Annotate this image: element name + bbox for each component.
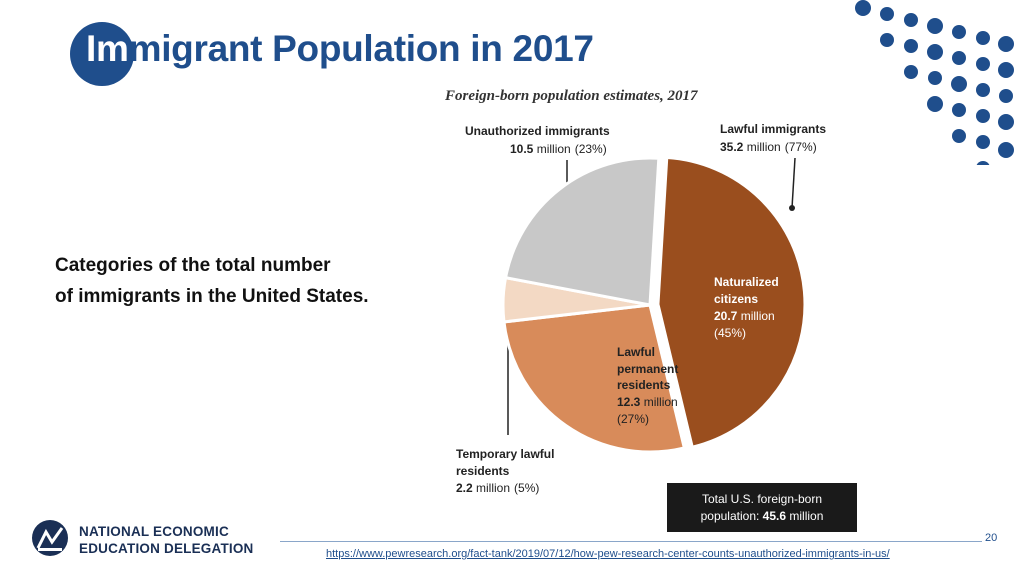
- total-label-line-1: Total U.S. foreign-born: [702, 492, 822, 506]
- title-accent-circle: [70, 22, 134, 86]
- decor-dot: [976, 57, 990, 71]
- decor-dot: [976, 135, 990, 149]
- logo-text: NATIONAL ECONOMIC EDUCATION DELEGATION: [79, 523, 254, 557]
- label-temporary: Temporary lawful residents 2.2 million (5…: [456, 447, 558, 495]
- decorative-dots: [855, 0, 1014, 165]
- decor-dot: [904, 65, 918, 79]
- group-value-unauthorized: 10.5 million (23%): [510, 142, 607, 156]
- logo-line-1: NATIONAL ECONOMIC: [79, 524, 229, 539]
- decor-dot: [998, 62, 1014, 78]
- decor-dot: [880, 7, 894, 21]
- label-naturalized: Naturalized citizens 20.7 million (45%): [714, 275, 782, 340]
- decor-dot: [880, 33, 894, 47]
- label-permanent: Lawful permanent residents 12.3 million …: [617, 345, 682, 426]
- pie-slice-permanent: [502, 303, 687, 454]
- slide-subtitle: Categories of the total number of immigr…: [55, 250, 435, 312]
- decor-dot: [976, 31, 990, 45]
- decor-dot: [904, 13, 918, 27]
- decor-dot: [998, 36, 1014, 52]
- decor-dot: [927, 96, 943, 112]
- decor-dot: [952, 129, 966, 143]
- decor-dot: [976, 109, 990, 123]
- decor-dot: [928, 71, 942, 85]
- decor-dot: [952, 51, 966, 65]
- pie-chart: Foreign-born population estimates, 2017 …: [444, 88, 857, 532]
- nee-logo-icon: [32, 520, 68, 556]
- decor-dot: [951, 76, 967, 92]
- decor-dot: [927, 44, 943, 60]
- group-label-lawful: Lawful immigrants: [720, 122, 826, 136]
- subtitle-line-1: Categories of the total number: [55, 255, 331, 276]
- decor-dot: [904, 39, 918, 53]
- footer-divider: [280, 541, 982, 542]
- leader-dot-lawful: [789, 205, 795, 211]
- decor-dot: [952, 25, 966, 39]
- decor-dot: [976, 83, 990, 97]
- total-label-line-2: population: 45.6 million: [701, 509, 824, 523]
- subtitle-line-2: of immigrants in the United States.: [55, 286, 369, 307]
- title-rest: migrant Population in 2017: [128, 28, 594, 69]
- chart-title: Foreign-born population estimates, 2017: [444, 88, 698, 104]
- decor-dot: [998, 114, 1014, 130]
- leader-line-lawful: [791, 157, 796, 209]
- decor-dot: [999, 89, 1013, 103]
- decor-dot: [927, 18, 943, 34]
- total-box: [667, 483, 857, 532]
- page-number: 20: [985, 532, 998, 544]
- decor-dot: [855, 0, 871, 16]
- pie-slice-naturalized: [656, 155, 807, 450]
- decor-dot: [998, 142, 1014, 158]
- logo-line-2: EDUCATION DELEGATION: [79, 541, 254, 556]
- decor-dot: [952, 103, 966, 117]
- group-value-lawful: 35.2 million (77%): [720, 140, 817, 154]
- title-first-letters: Im: [86, 28, 129, 69]
- pie-slice-unauthorized: [503, 156, 661, 307]
- source-link[interactable]: https://www.pewresearch.org/fact-tank/20…: [326, 548, 890, 560]
- decor-dot: [976, 161, 990, 165]
- group-label-unauthorized: Unauthorized immigrants: [465, 124, 610, 138]
- page-title: Immigrant Population in 2017: [86, 28, 594, 70]
